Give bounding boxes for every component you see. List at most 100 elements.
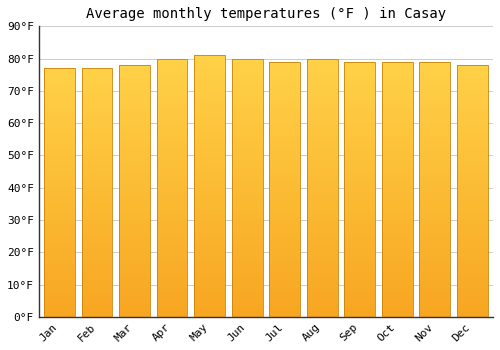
Bar: [156, 236, 188, 239]
Bar: [420, 304, 450, 307]
Bar: [119, 251, 150, 254]
Bar: [82, 261, 112, 264]
Bar: [156, 268, 188, 272]
Bar: [307, 94, 338, 97]
Bar: [232, 159, 262, 162]
Bar: [344, 106, 375, 110]
Bar: [344, 122, 375, 126]
Bar: [44, 71, 75, 75]
Bar: [119, 138, 150, 141]
Bar: [307, 181, 338, 184]
Bar: [307, 262, 338, 265]
Bar: [270, 103, 300, 106]
Bar: [457, 134, 488, 138]
Bar: [194, 274, 225, 278]
Bar: [307, 165, 338, 168]
Bar: [382, 94, 412, 97]
Bar: [232, 201, 262, 204]
Bar: [307, 194, 338, 197]
Bar: [457, 203, 488, 206]
Bar: [44, 158, 75, 161]
Bar: [156, 201, 188, 204]
Bar: [232, 123, 262, 126]
Bar: [119, 266, 150, 270]
Bar: [270, 141, 300, 145]
Bar: [232, 81, 262, 84]
Bar: [232, 62, 262, 65]
Bar: [307, 78, 338, 81]
Bar: [420, 288, 450, 291]
Bar: [119, 197, 150, 200]
Bar: [344, 310, 375, 314]
Bar: [156, 294, 188, 297]
Bar: [82, 202, 112, 205]
Bar: [344, 262, 375, 266]
Bar: [119, 65, 150, 317]
Bar: [382, 202, 412, 205]
Bar: [44, 283, 75, 286]
Bar: [382, 71, 412, 75]
Bar: [420, 208, 450, 212]
Bar: [344, 161, 375, 164]
Bar: [156, 262, 188, 265]
Bar: [457, 282, 488, 285]
Bar: [194, 225, 225, 229]
Bar: [420, 250, 450, 253]
Bar: [232, 117, 262, 120]
Bar: [344, 215, 375, 218]
Bar: [82, 283, 112, 286]
Bar: [194, 78, 225, 82]
Bar: [457, 169, 488, 172]
Bar: [44, 133, 75, 136]
Bar: [307, 97, 338, 100]
Bar: [156, 191, 188, 194]
Bar: [457, 210, 488, 213]
Bar: [270, 186, 300, 189]
Bar: [119, 87, 150, 90]
Bar: [270, 183, 300, 186]
Bar: [457, 181, 488, 184]
Bar: [420, 173, 450, 176]
Bar: [270, 282, 300, 285]
Bar: [270, 71, 300, 75]
Bar: [457, 191, 488, 194]
Bar: [270, 294, 300, 298]
Bar: [270, 266, 300, 269]
Bar: [194, 98, 225, 101]
Bar: [307, 298, 338, 301]
Bar: [44, 280, 75, 283]
Bar: [156, 288, 188, 291]
Bar: [194, 55, 225, 317]
Bar: [156, 139, 188, 142]
Bar: [270, 256, 300, 259]
Bar: [82, 301, 112, 304]
Bar: [382, 75, 412, 78]
Bar: [420, 161, 450, 164]
Title: Average monthly temperatures (°F ) in Casay: Average monthly temperatures (°F ) in Ca…: [86, 7, 446, 21]
Bar: [382, 215, 412, 218]
Bar: [44, 314, 75, 317]
Bar: [156, 239, 188, 243]
Bar: [194, 202, 225, 206]
Bar: [307, 113, 338, 117]
Bar: [119, 65, 150, 68]
Bar: [382, 224, 412, 228]
Bar: [82, 93, 112, 96]
Bar: [270, 307, 300, 310]
Bar: [344, 135, 375, 138]
Bar: [382, 87, 412, 91]
Bar: [457, 238, 488, 241]
Bar: [307, 88, 338, 91]
Bar: [420, 129, 450, 132]
Bar: [307, 188, 338, 191]
Bar: [156, 68, 188, 71]
Bar: [420, 145, 450, 148]
Bar: [270, 193, 300, 196]
Bar: [420, 262, 450, 266]
Bar: [194, 108, 225, 111]
Bar: [156, 91, 188, 94]
Bar: [44, 171, 75, 174]
Bar: [457, 109, 488, 112]
Bar: [270, 240, 300, 244]
Bar: [344, 141, 375, 145]
